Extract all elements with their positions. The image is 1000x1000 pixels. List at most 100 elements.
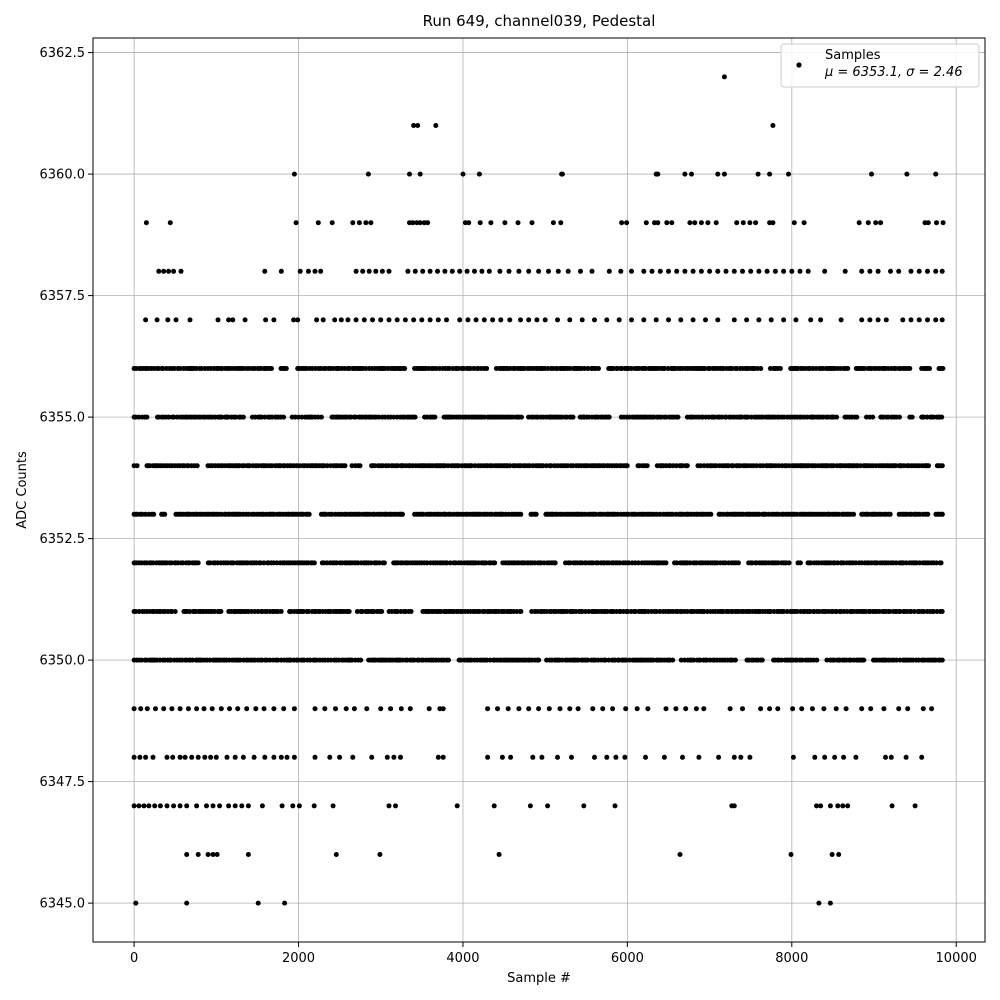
- data-point: [194, 463, 200, 469]
- data-point: [345, 317, 351, 323]
- data-point: [778, 657, 784, 663]
- data-point: [457, 317, 463, 323]
- data-point: [546, 268, 551, 274]
- data-point: [767, 706, 773, 712]
- data-point: [134, 463, 140, 469]
- x-tick-label: 6000: [611, 951, 644, 966]
- data-point: [357, 463, 363, 469]
- data-point: [293, 220, 299, 226]
- data-point: [391, 754, 397, 760]
- data-point: [481, 317, 487, 323]
- data-point: [338, 317, 344, 323]
- data-point: [673, 706, 679, 712]
- data-point: [851, 511, 857, 517]
- data-point: [291, 317, 297, 323]
- data-point: [867, 268, 873, 274]
- data-point: [926, 463, 931, 469]
- data-point: [875, 317, 881, 323]
- data-point: [368, 220, 374, 226]
- data-point: [674, 268, 680, 274]
- data-point: [173, 317, 179, 323]
- data-point: [692, 220, 698, 226]
- data-point: [666, 268, 671, 274]
- data-point: [873, 220, 879, 226]
- data-point: [592, 754, 597, 760]
- data-point: [527, 803, 533, 809]
- data-point: [835, 803, 841, 809]
- data-point: [691, 657, 697, 663]
- data-point: [843, 706, 849, 712]
- x-tick-label: 8000: [775, 951, 808, 966]
- data-point: [703, 317, 708, 323]
- data-point: [853, 754, 859, 760]
- data-point: [324, 463, 330, 469]
- data-point: [373, 268, 379, 274]
- data-point: [731, 803, 737, 809]
- data-point: [770, 220, 776, 226]
- data-point: [859, 706, 865, 712]
- data-point: [239, 803, 245, 809]
- y-tick-label: 6350.0: [40, 654, 86, 669]
- data-point: [405, 268, 411, 274]
- data-point: [716, 754, 722, 760]
- data-point: [172, 609, 178, 614]
- data-point: [496, 852, 502, 857]
- data-point: [653, 317, 659, 323]
- data-point: [332, 317, 338, 323]
- data-point: [889, 803, 895, 809]
- data-point: [497, 268, 503, 274]
- data-point: [833, 706, 839, 712]
- data-point: [814, 803, 819, 809]
- data-point: [655, 171, 661, 177]
- data-point: [435, 317, 441, 323]
- data-point: [939, 268, 945, 274]
- data-point: [678, 317, 684, 323]
- data-point: [433, 123, 439, 128]
- data-point: [144, 706, 150, 712]
- data-point: [834, 414, 840, 420]
- data-point: [166, 268, 172, 274]
- data-point: [356, 220, 362, 226]
- chart-title: Run 649, channel039, Pedestal: [423, 12, 656, 30]
- data-point: [908, 268, 914, 274]
- data-point: [569, 754, 574, 760]
- data-point: [400, 511, 405, 517]
- data-point: [565, 268, 571, 274]
- data-point: [160, 366, 166, 371]
- data-point: [677, 852, 683, 857]
- data-point: [690, 317, 696, 323]
- data-point: [218, 609, 224, 614]
- data-point: [606, 268, 612, 274]
- data-point: [934, 560, 940, 566]
- data-point: [740, 706, 745, 712]
- data-point: [756, 268, 762, 274]
- data-point: [634, 706, 640, 712]
- data-point: [311, 803, 317, 809]
- data-point: [214, 852, 220, 857]
- data-point: [224, 754, 230, 760]
- data-point: [546, 706, 552, 712]
- data-point: [768, 317, 774, 323]
- data-point: [869, 171, 874, 177]
- data-point: [499, 754, 505, 760]
- data-point: [735, 560, 741, 566]
- data-point: [318, 414, 324, 420]
- data-point: [281, 706, 287, 712]
- data-point: [255, 900, 261, 906]
- data-point: [662, 366, 668, 371]
- data-point: [473, 317, 479, 323]
- data-point: [732, 657, 738, 663]
- y-axis-label: ADC Counts: [15, 451, 30, 529]
- data-point: [715, 171, 721, 177]
- data-point: [840, 803, 846, 809]
- data-point: [506, 268, 512, 274]
- data-point: [312, 754, 318, 760]
- data-point: [492, 560, 498, 566]
- data-point: [398, 754, 403, 760]
- data-point: [907, 366, 913, 371]
- data-point: [721, 74, 727, 80]
- data-point: [297, 268, 303, 274]
- data-point: [295, 317, 301, 323]
- data-point: [505, 706, 511, 712]
- data-point: [756, 317, 762, 323]
